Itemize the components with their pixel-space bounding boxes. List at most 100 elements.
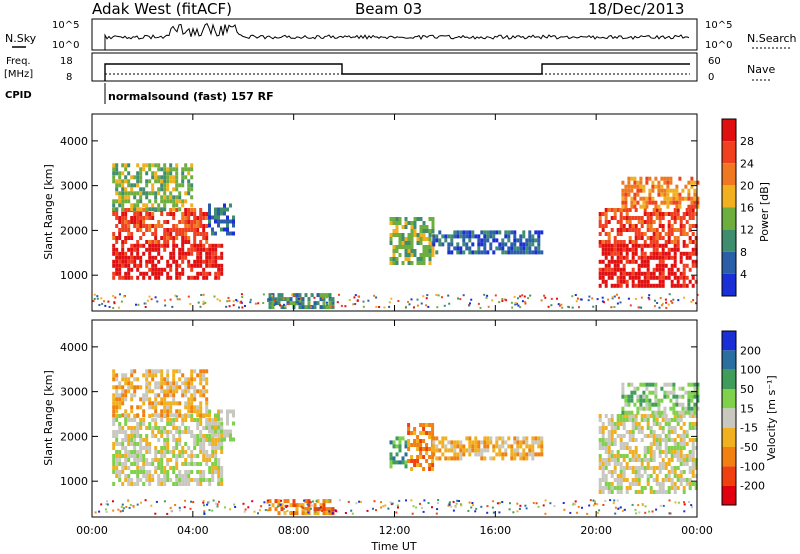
heatmap-cell: [314, 510, 317, 513]
heatmap-cell: [124, 373, 128, 378]
heatmap-cell: [202, 243, 206, 248]
heatmap-cell: [483, 436, 487, 441]
heatmap-cell: [331, 512, 334, 515]
heatmap-cell: [187, 236, 191, 240]
heatmap-cell: [214, 425, 217, 430]
heatmap-cell: [184, 401, 188, 406]
heatmap-cell: [687, 394, 691, 399]
heatmap-cell: [199, 259, 203, 264]
heatmap-cell: [604, 240, 608, 244]
heatmap-cell: [360, 500, 362, 503]
heatmap-cell: [672, 382, 676, 387]
heatmap-cell: [136, 212, 140, 216]
heatmap-cell: [398, 448, 402, 453]
heatmap-cell: [169, 506, 172, 509]
heatmap-cell: [675, 184, 679, 189]
heatmap-cell: [598, 224, 602, 228]
heatmap-cell: [175, 275, 179, 280]
heatmap-cell: [661, 438, 665, 442]
heatmap-cell: [232, 300, 235, 303]
heatmap-cell: [525, 440, 529, 445]
heatmap-cell: [133, 207, 137, 212]
heatmap-cell: [142, 474, 146, 478]
heatmap-cell: [328, 507, 332, 512]
heatmap-cell: [522, 456, 526, 461]
heatmap-cell: [456, 246, 460, 251]
heatmap-cell: [160, 458, 164, 462]
heatmap-cell: [639, 402, 643, 407]
heatmap-cell: [202, 236, 206, 240]
heatmap-cell: [664, 490, 668, 494]
heatmap-cell: [496, 502, 499, 505]
heatmap-cell: [151, 216, 155, 220]
heatmap-cell: [679, 232, 683, 236]
heatmap-cell: [436, 508, 439, 511]
heatmap-cell: [178, 195, 182, 200]
heatmap-cell: [636, 394, 640, 399]
heatmap-cell: [151, 243, 155, 248]
heatmap-cell: [130, 418, 134, 422]
heatmap-cell: [175, 385, 179, 390]
heatmap-cell: [492, 500, 495, 503]
heatmap-cell: [199, 413, 203, 418]
heatmap-cell: [691, 224, 695, 228]
heatmap-cell: [577, 505, 580, 508]
heatmap-cell: [465, 230, 469, 235]
heatmap-cell: [628, 438, 632, 442]
heatmap-cell: [444, 444, 448, 449]
heatmap-cell: [661, 426, 665, 430]
heatmap-cell: [486, 511, 489, 514]
heatmap-cell: [115, 207, 119, 212]
heatmap-cell: [419, 443, 423, 447]
heatmap-cell: [145, 228, 149, 232]
heatmap-cell: [666, 192, 670, 197]
heatmap-cell: [181, 171, 185, 176]
heatmap-cell: [199, 224, 203, 228]
heatmap-cell: [157, 187, 161, 192]
heatmap-cell: [112, 377, 116, 382]
heatmap-cell: [375, 296, 378, 299]
heatmap-cell: [325, 305, 329, 310]
heatmap-cell: [640, 271, 644, 276]
heatmap-cell: [648, 382, 652, 387]
heatmap-cell: [163, 267, 167, 272]
heatmap-cell: [646, 446, 650, 450]
heatmap-cell: [550, 297, 553, 300]
heatmap-cell: [193, 454, 197, 458]
heatmap-cell: [637, 267, 641, 272]
heatmap-cell: [664, 450, 668, 454]
heatmap-cell: [145, 369, 149, 374]
heatmap-cell: [622, 442, 626, 446]
heatmap-cell: [124, 179, 128, 184]
heatmap-cell: [139, 187, 143, 192]
heatmap-cell: [187, 295, 190, 298]
heatmap-cell: [226, 207, 229, 212]
heatmap-cell: [669, 180, 673, 185]
heatmap-cell: [622, 470, 626, 474]
heatmap-cell: [504, 234, 508, 239]
heatmap-cell: [404, 225, 408, 229]
heatmap-cell: [679, 446, 683, 450]
heatmap-cell: [169, 228, 173, 232]
heatmap-cell: [121, 466, 125, 470]
heatmap-cell: [344, 305, 347, 308]
heatmap-cell: [616, 267, 620, 272]
heatmap-cell: [646, 224, 650, 228]
heatmap-cell: [447, 456, 451, 461]
colorbar-swatch: [722, 273, 736, 296]
heatmap-cell: [667, 220, 671, 224]
heatmap-cell: [205, 247, 209, 252]
heatmap-cell: [649, 466, 653, 470]
heatmap-cell: [190, 220, 194, 224]
heatmap-cell: [145, 397, 149, 402]
heatmap-cell: [389, 261, 393, 265]
heatmap-cell: [121, 259, 125, 264]
heatmap-cell: [175, 381, 179, 386]
heatmap-cell: [489, 436, 493, 441]
heatmap-cell: [654, 299, 656, 302]
heatmap-cell: [118, 454, 122, 458]
heatmap-cell: [416, 261, 420, 265]
heatmap-cell: [588, 295, 591, 298]
heatmap-cell: [492, 230, 496, 235]
